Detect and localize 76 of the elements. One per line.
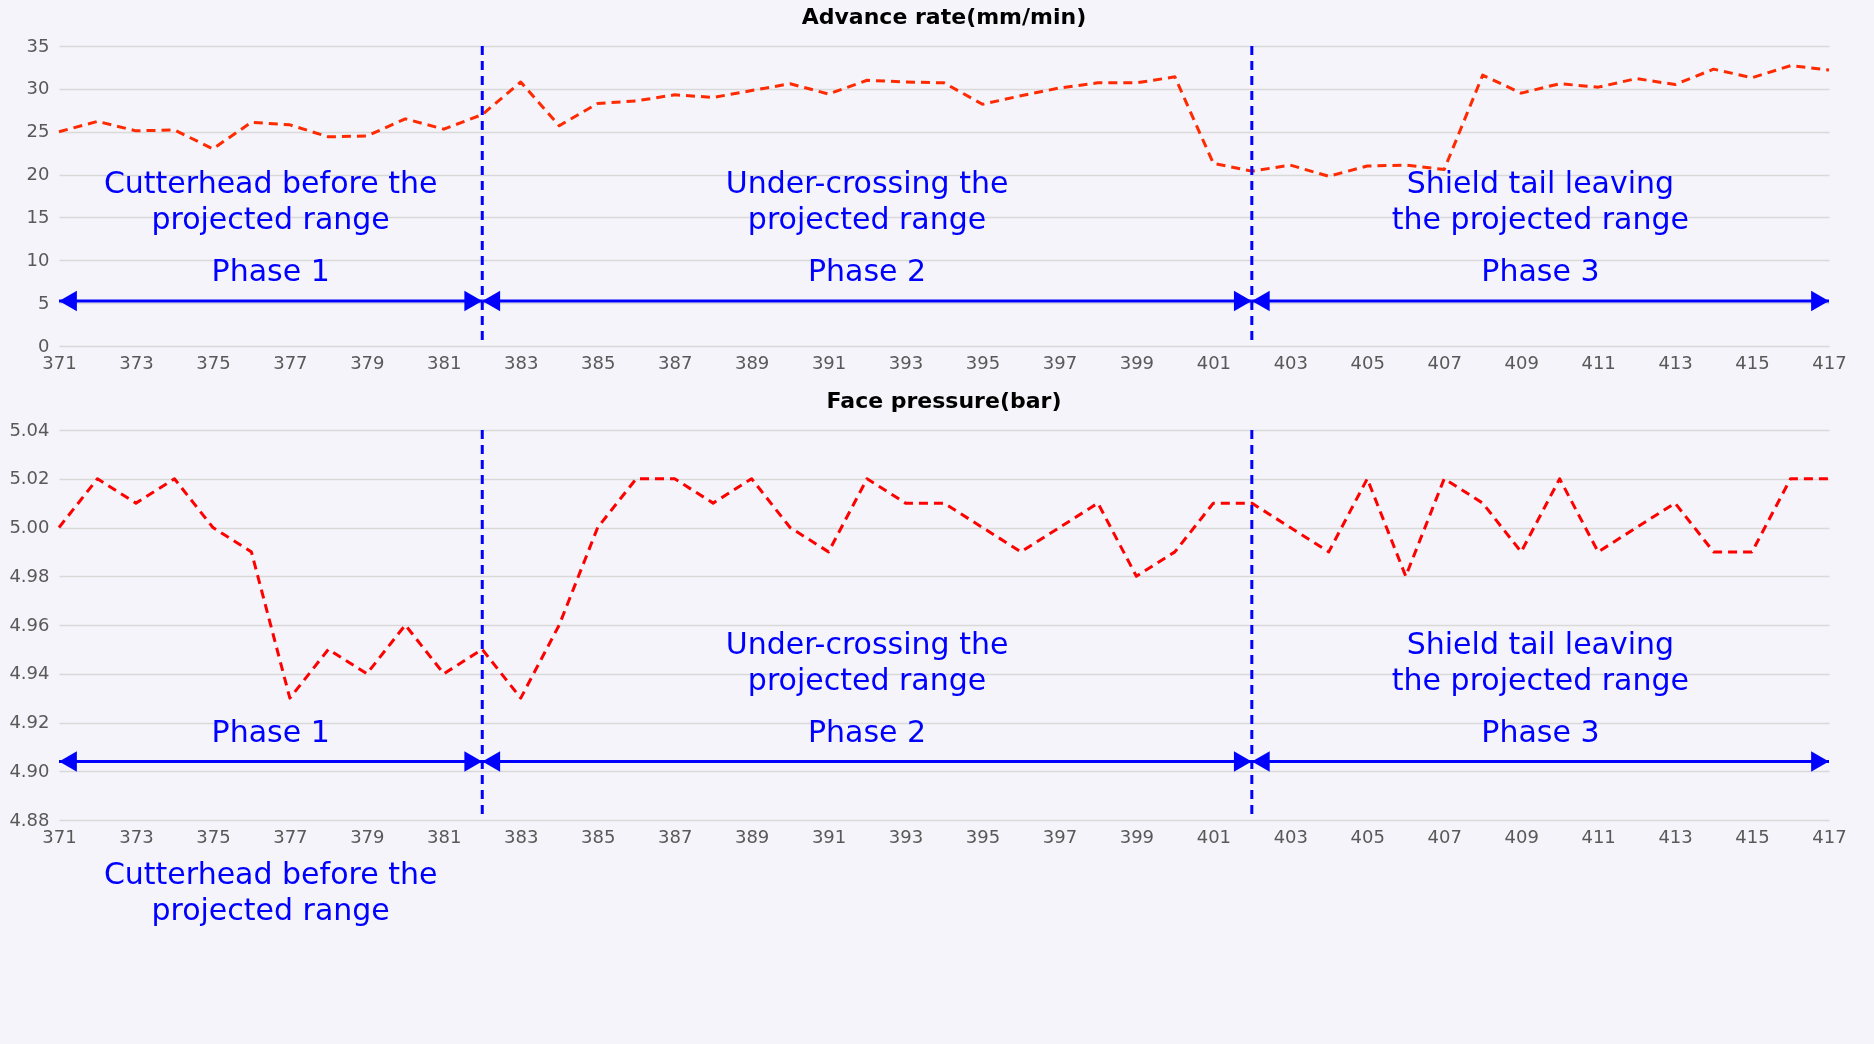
- y-tick-label: 4.92: [9, 711, 50, 732]
- chart-title: Advance rate(mm/min): [801, 4, 1087, 29]
- x-tick-label: 407: [1427, 825, 1462, 847]
- x-tick-label: 373: [119, 825, 154, 847]
- x-tick-label: 377: [273, 351, 308, 373]
- annotation: Shield tail leaving the projected range: [1391, 625, 1689, 697]
- x-tick-label: 401: [1196, 825, 1232, 847]
- x-tick-label: 375: [196, 351, 231, 373]
- x-tick-label: 397: [1042, 825, 1078, 847]
- x-tick-label: 407: [1427, 351, 1462, 373]
- x-tick-label: 399: [1119, 351, 1155, 373]
- y-tick-label: 4.94: [9, 662, 50, 684]
- x-tick-label: 387: [657, 351, 693, 373]
- x-tick-label: 395: [965, 825, 1001, 847]
- x-tick-label: 417: [1812, 351, 1847, 373]
- y-tick-label: 15: [26, 205, 50, 227]
- x-tick-label: 379: [350, 825, 385, 847]
- y-tick-label: 25: [26, 120, 50, 142]
- x-tick-label: 381: [427, 351, 462, 373]
- x-tick-label: 397: [1042, 351, 1078, 373]
- y-tick-label: 20: [26, 163, 50, 185]
- x-tick-label: 399: [1119, 825, 1155, 847]
- x-tick-label: 395: [965, 351, 1001, 373]
- text: Cutterhead before the projected range: [103, 856, 438, 927]
- x-tick-label: 413: [1658, 825, 1693, 847]
- chart-title: Face pressure(bar): [826, 388, 1062, 413]
- x-tick-label: 379: [350, 351, 385, 373]
- x-tick-label: 413: [1658, 351, 1693, 373]
- x-tick-label: 401: [1196, 351, 1232, 373]
- annotation: Cutterhead before the projected range: [103, 165, 438, 236]
- x-tick-label: 403: [1273, 351, 1308, 373]
- x-tick-label: 411: [1581, 825, 1616, 847]
- x-tick-label: 415: [1735, 351, 1770, 373]
- x-tick-label: 409: [1504, 351, 1539, 373]
- x-tick-label: 393: [888, 351, 924, 373]
- y-tick-label: 5.00: [9, 516, 50, 537]
- x-tick-label: 389: [734, 351, 770, 373]
- x-tick-label: 391: [811, 825, 847, 847]
- y-tick-label: 4.98: [9, 564, 50, 586]
- x-tick-label: 387: [657, 825, 693, 847]
- x-tick-label: 417: [1812, 825, 1847, 847]
- x-tick-label: 403: [1273, 825, 1308, 847]
- y-tick-label: 10: [26, 248, 50, 270]
- x-tick-label: 405: [1350, 825, 1385, 847]
- x-tick-label: 385: [581, 351, 616, 373]
- x-tick-label: 383: [504, 351, 539, 373]
- annotation: Phase 2: [807, 713, 927, 749]
- annotation: Phase 1: [211, 253, 330, 288]
- annotation: Under-crossing the projected range: [725, 625, 1009, 697]
- x-tick-label: 385: [581, 825, 616, 847]
- x-tick-label: 405: [1350, 351, 1385, 373]
- y-tick-label: 4.90: [9, 759, 50, 781]
- x-tick-label: 375: [196, 825, 231, 847]
- x-tick-label: 411: [1581, 351, 1616, 373]
- x-tick-label: 377: [273, 825, 308, 847]
- x-tick-label: 393: [888, 825, 924, 847]
- annotation: Phase 1: [211, 713, 330, 749]
- x-tick-label: 383: [504, 825, 539, 847]
- y-tick-label: 5.04: [9, 418, 50, 440]
- y-tick-label: 5: [38, 291, 50, 313]
- x-tick-label: 415: [1735, 825, 1770, 847]
- annotation: Phase 3: [1481, 713, 1600, 749]
- annotation: Phase 2: [807, 253, 927, 288]
- x-tick-label: 381: [427, 825, 462, 847]
- annotation: Under-crossing the projected range: [725, 165, 1009, 236]
- annotation: Phase 3: [1481, 253, 1600, 288]
- annotation: Shield tail leaving the projected range: [1391, 165, 1689, 236]
- x-tick-label: 389: [734, 825, 770, 847]
- y-tick-label: 4.96: [9, 613, 50, 635]
- y-tick-label: 30: [26, 77, 50, 99]
- x-tick-label: 409: [1504, 825, 1539, 847]
- y-tick-label: 5.02: [9, 467, 50, 489]
- line-series: [57, 477, 1831, 700]
- x-tick-label: 391: [811, 351, 847, 373]
- y-tick-label: 35: [26, 34, 50, 56]
- x-tick-label: 373: [119, 351, 154, 373]
